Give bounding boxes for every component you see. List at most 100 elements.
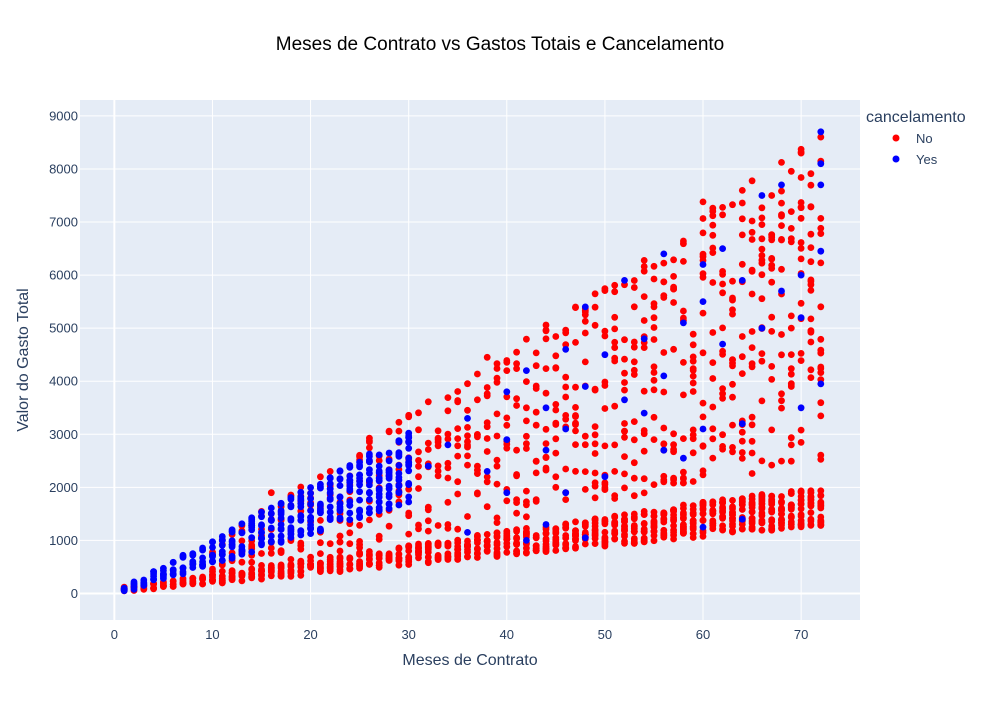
data-point-no xyxy=(542,537,550,545)
data-point-no xyxy=(630,474,638,482)
data-point-yes xyxy=(405,467,413,475)
data-point-yes xyxy=(503,489,511,497)
data-point-no xyxy=(621,379,628,386)
data-point-no xyxy=(758,204,766,212)
data-point-no xyxy=(523,445,530,452)
data-point-yes xyxy=(277,500,285,508)
data-point-no xyxy=(621,386,628,394)
data-point-yes xyxy=(601,473,609,481)
data-point-no xyxy=(405,555,413,563)
data-point-no xyxy=(768,505,776,513)
data-point-no xyxy=(699,442,707,450)
legend-item-yes[interactable]: Yes xyxy=(892,152,938,167)
data-point-no xyxy=(689,449,697,457)
data-point-no xyxy=(454,388,462,395)
data-point-yes xyxy=(581,383,589,390)
data-point-no xyxy=(307,561,314,568)
data-point-no xyxy=(797,214,805,222)
data-point-no xyxy=(778,351,785,359)
data-point-no xyxy=(807,521,815,528)
data-point-no xyxy=(601,332,609,340)
data-point-yes xyxy=(307,495,314,502)
data-point-no xyxy=(542,326,550,334)
data-point-no xyxy=(817,215,825,222)
data-point-no xyxy=(317,473,324,481)
data-point-no xyxy=(356,451,363,459)
data-point-yes xyxy=(326,485,334,493)
data-point-no xyxy=(395,554,403,562)
data-point-no xyxy=(503,421,511,429)
data-point-no xyxy=(405,547,413,555)
data-point-yes xyxy=(218,557,226,564)
data-point-no xyxy=(297,559,305,567)
data-point-no xyxy=(640,475,648,483)
data-point-yes xyxy=(199,561,207,568)
data-point-no xyxy=(797,511,805,519)
data-point-yes xyxy=(562,489,570,497)
data-point-yes xyxy=(209,558,216,566)
data-point-no xyxy=(611,518,619,526)
data-point-no xyxy=(630,338,638,346)
data-point-no xyxy=(434,552,442,559)
data-point-no xyxy=(297,568,305,576)
data-point-no xyxy=(601,542,609,550)
data-point-yes xyxy=(356,496,363,504)
data-point-no xyxy=(719,280,726,288)
data-point-no xyxy=(680,359,687,366)
data-point-yes xyxy=(778,287,785,295)
data-point-yes xyxy=(277,514,285,522)
data-point-yes xyxy=(307,525,314,533)
data-point-no xyxy=(591,515,599,523)
data-point-no xyxy=(493,462,501,470)
data-point-no xyxy=(729,523,736,530)
data-point-no xyxy=(483,423,491,431)
data-point-no xyxy=(483,503,491,511)
data-point-no xyxy=(768,522,776,530)
data-point-yes xyxy=(189,551,197,559)
data-point-no xyxy=(513,550,520,557)
data-point-yes xyxy=(248,515,256,523)
data-point-no xyxy=(444,541,452,548)
data-point-yes xyxy=(258,534,265,541)
data-point-no xyxy=(444,550,452,558)
data-point-no xyxy=(699,309,707,317)
data-point-no xyxy=(680,468,687,476)
data-point-no xyxy=(572,383,579,391)
data-point-yes xyxy=(258,522,265,530)
data-point-no xyxy=(444,394,452,401)
legend[interactable]: cancelamento No Yes xyxy=(866,109,966,167)
data-point-yes xyxy=(317,483,324,490)
data-point-no xyxy=(689,426,697,434)
data-point-no xyxy=(444,430,452,438)
data-point-yes xyxy=(366,476,373,484)
data-point-no xyxy=(581,358,589,366)
data-point-no xyxy=(689,367,697,374)
data-point-no xyxy=(729,421,736,429)
data-point-no xyxy=(513,540,520,547)
data-point-no xyxy=(523,417,530,425)
data-point-no xyxy=(591,494,599,502)
data-point-yes xyxy=(640,335,648,343)
data-point-no xyxy=(719,268,726,275)
data-point-no xyxy=(424,559,432,567)
data-point-yes xyxy=(120,587,128,594)
data-point-no xyxy=(670,511,677,519)
data-point-no xyxy=(807,276,815,284)
data-point-yes xyxy=(248,523,256,531)
legend-item-no[interactable]: No xyxy=(892,131,933,146)
data-point-no xyxy=(778,222,785,230)
data-point-no xyxy=(591,431,599,439)
data-point-yes xyxy=(699,523,707,531)
data-point-no xyxy=(778,159,785,166)
data-point-no xyxy=(474,545,481,553)
data-point-no xyxy=(797,439,805,446)
data-point-yes xyxy=(356,474,363,482)
data-point-no xyxy=(719,445,726,453)
data-point-no xyxy=(542,389,550,397)
data-point-yes xyxy=(817,247,825,255)
data-point-no xyxy=(503,529,511,537)
data-point-no xyxy=(807,487,815,495)
data-point-no xyxy=(797,149,805,157)
data-point-no xyxy=(817,412,825,420)
data-point-no xyxy=(748,290,756,298)
